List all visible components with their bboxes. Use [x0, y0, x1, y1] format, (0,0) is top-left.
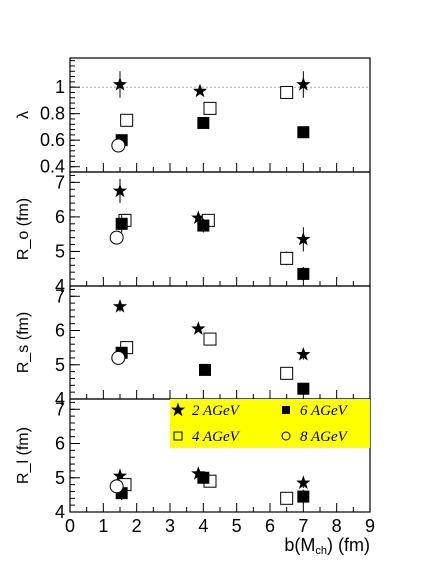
y-tick-label: 4: [55, 276, 65, 296]
y-tick-label: 6: [55, 207, 65, 227]
legend-label: 4 AGeV: [192, 429, 241, 445]
data-point: [109, 479, 124, 494]
x-tick-label: 7: [298, 516, 308, 536]
data-point: [297, 382, 310, 395]
data-point: [280, 491, 294, 505]
data-point: [203, 332, 217, 346]
data-point: [115, 217, 128, 230]
data-point: [112, 299, 128, 313]
y-tick-label: 4: [55, 389, 65, 409]
panel-4: 4 5 6 7 R_l (fm): [15, 398, 371, 522]
y-tick-label: 7: [55, 172, 65, 192]
panel-2: 4 5 6 7 R_o (fm): [15, 171, 371, 296]
x-axis-title: b(Mch) (fm): [284, 535, 370, 557]
series-open-circle: [109, 479, 124, 494]
series-open-circle: [111, 138, 126, 153]
legend-box: [170, 399, 370, 448]
y-tick-label: 1: [55, 77, 65, 97]
data-point: [296, 475, 311, 489]
data-point: [197, 219, 210, 232]
data-point: [197, 471, 210, 484]
x-tick-label: 4: [198, 516, 208, 536]
x-axis: 0 1 2 3 4 5 6 7 8 9: [65, 516, 375, 536]
y-tick-label: 7: [55, 399, 65, 419]
series-filled-square: [115, 116, 310, 147]
data-point: [197, 116, 210, 129]
y-tick-label: 6: [55, 321, 65, 341]
legend-marker: [281, 431, 291, 441]
data-point: [111, 138, 126, 153]
series-star: [112, 178, 311, 252]
data-point: [120, 113, 134, 127]
data-point: [280, 251, 294, 265]
x-tick-label: 0: [65, 516, 75, 536]
data-point: [297, 490, 310, 503]
legend-marker: [282, 406, 290, 414]
data-point: [112, 468, 128, 483]
series-open-circle: [109, 230, 124, 245]
data-point: [192, 83, 208, 98]
data-point: [203, 101, 217, 115]
y-tick-label: 4: [55, 502, 65, 522]
panel-3: 4 5 6 7 R_s (fm): [15, 285, 371, 409]
chart-panels: 0.4 0.6 0.8 1 λ 4 5 6 7 R_o (fm) 4 5 6 7 R_s (fm) 4 5 6 7 R…: [15, 57, 371, 522]
data-point: [111, 350, 126, 365]
series-open-square: [120, 85, 294, 127]
x-tick-label: 3: [165, 516, 175, 536]
x-tick-label: 2: [132, 516, 142, 536]
data-point: [109, 230, 124, 245]
x-tick-label: 1: [98, 516, 108, 536]
data-point: [112, 77, 128, 91]
y-axis-title: R_o (fm): [15, 198, 32, 260]
y-axis-title: λ: [15, 111, 32, 119]
data-point: [280, 366, 294, 380]
data-point: [296, 77, 311, 91]
data-point: [280, 85, 294, 99]
y-tick-label: 5: [55, 468, 65, 488]
data-point: [297, 267, 310, 280]
data-point: [297, 126, 310, 139]
series-star: [112, 299, 311, 361]
panel-frame: [69, 285, 371, 400]
data-point: [112, 183, 128, 198]
y-tick-label: 0.6: [40, 130, 65, 150]
panel-frame: [69, 57, 371, 173]
x-tick-label: 6: [265, 516, 275, 536]
x-tick-label: 8: [332, 516, 342, 536]
legend: 2 AGeV 6 AGeV 4 AGeV 8 AGeV: [170, 399, 370, 448]
legend-label: 8 AGeV: [300, 429, 349, 445]
y-tick-label: 0.4: [40, 157, 65, 177]
y-tick-label: 0.8: [40, 104, 65, 124]
legend-marker: [170, 402, 186, 417]
series-star: [112, 71, 311, 98]
y-axis-title: R_l (fm): [15, 427, 32, 484]
series-open-circle: [111, 350, 126, 365]
y-tick-label: 5: [55, 241, 65, 261]
x-tick-label: 5: [232, 516, 242, 536]
y-axis-title: R_s (fm): [15, 312, 32, 373]
data-point: [191, 210, 206, 225]
data-point: [296, 231, 311, 246]
data-point: [296, 346, 311, 361]
panel-1: 0.4 0.6 0.8 1 λ: [15, 57, 371, 177]
series-filled-square: [115, 215, 310, 281]
data-point: [191, 321, 206, 335]
x-tick-label: 9: [365, 516, 375, 536]
y-tick-label: 7: [55, 286, 65, 306]
y-tick-label: 5: [55, 355, 65, 375]
legend-label: 2 AGeV: [192, 403, 241, 419]
legend-marker: [173, 431, 183, 441]
data-point: [199, 363, 211, 376]
y-tick-label: 6: [55, 434, 65, 454]
legend-label: 6 AGeV: [300, 403, 349, 419]
